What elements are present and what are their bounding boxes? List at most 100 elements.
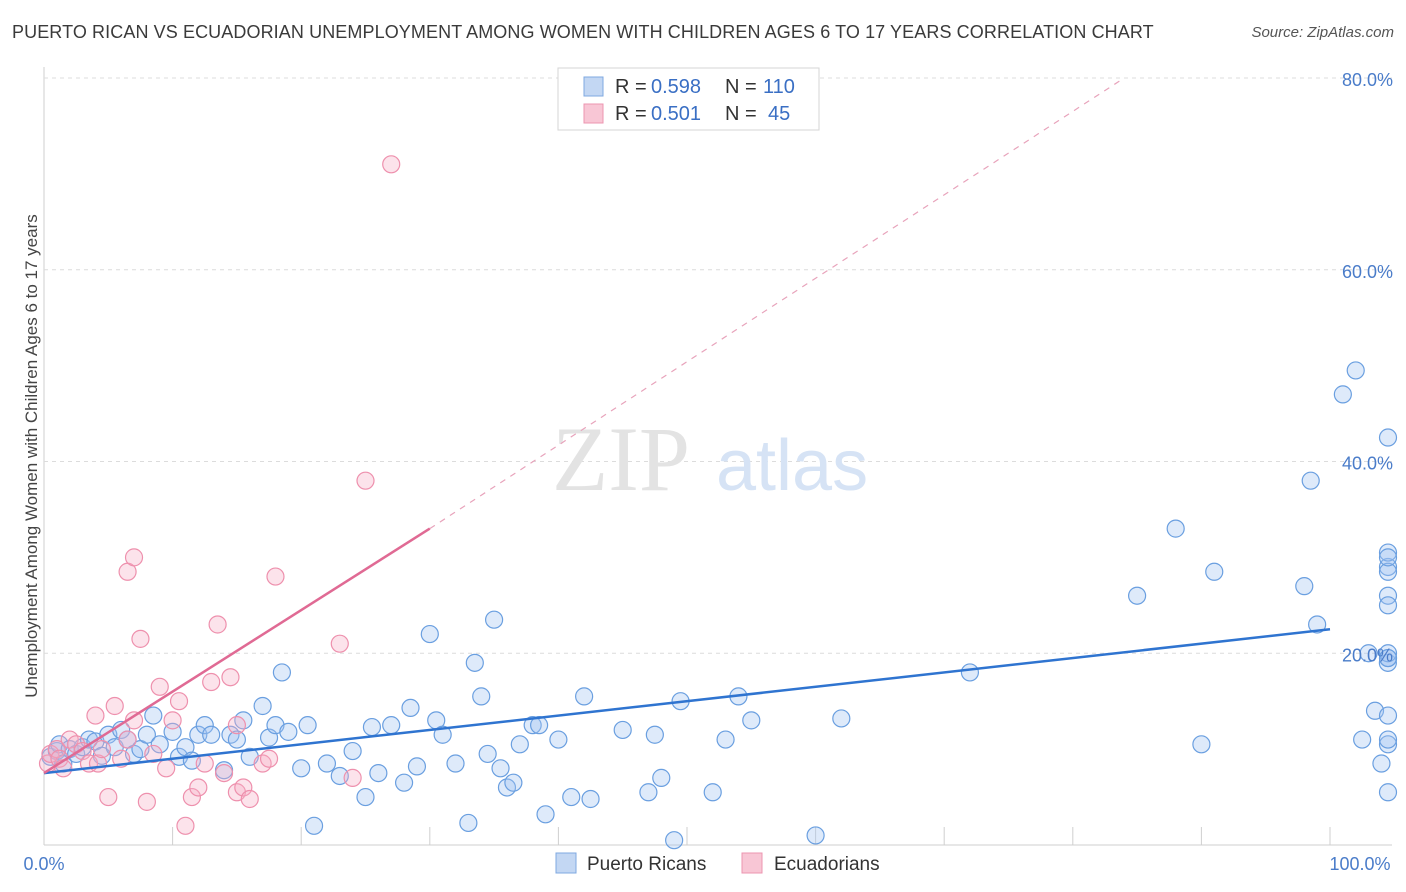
puerto-rican-point-41 [343,741,362,761]
puerto-rican-point-78 [742,711,761,730]
puerto-rican-point-28 [227,730,246,749]
ecuadorian-point-26 [189,778,208,797]
ecuadorian-point-43 [124,548,144,567]
ecuadorian-point-21 [157,759,176,778]
legend-r-label-1: R = [615,76,647,98]
ecuadorian-point-25 [182,787,201,807]
puerto-rican-point-55 [472,687,491,706]
puerto-rican-point-46 [394,773,414,792]
ecuadorian-point-44 [227,716,246,735]
puerto-rican-point-34 [272,663,292,682]
puerto-rican-point-52 [446,754,465,773]
puerto-rican-point-88 [1308,615,1327,634]
puerto-rican-point-25 [202,725,221,744]
legend-n-label-2: N = [725,103,757,125]
ecuadorian-point-18 [137,792,156,811]
puerto-rican-point-53 [459,813,478,833]
puerto-rican-point-105 [1378,562,1398,581]
puerto-rican-point-81 [960,663,980,682]
legend-r-value-2: 0.501 [651,103,701,125]
puerto-rican-point-51 [433,725,452,744]
y-tick-label-40: 40.0% [1342,454,1393,474]
puerto-rican-point-102 [1378,543,1398,562]
puerto-rican-point-79 [806,826,825,845]
trend-line-ecuadorians [43,527,431,775]
ecuadorian-point-12 [99,787,118,807]
puerto-rican-point-18 [150,735,169,754]
legend-n-value-1: 110 [763,76,795,98]
puerto-rican-point-103 [1378,586,1398,605]
puerto-rican-point-87 [1301,471,1320,490]
source-attribution: Source: ZipAtlas.com [1251,24,1394,41]
puerto-rican-point-82 [1127,586,1147,605]
x-axis-ticks [43,827,1331,845]
ecuadorian-point-34 [240,789,259,809]
puerto-rican-point-36 [292,759,311,778]
puerto-rican-point-99 [1378,730,1398,749]
y-tick-labels: 20.0% 40.0% 60.0% 80.0% [1342,70,1393,665]
grid-lines [44,77,1392,654]
puerto-rican-point-84 [1192,735,1211,754]
puerto-rican-point-106 [1378,644,1398,663]
ecuadorian-point-17 [131,629,150,648]
puerto-rican-point-65 [549,730,568,749]
puerto-rican-point-37 [298,716,317,735]
puerto-rican-point-73 [665,831,684,850]
ecuadorian-point-13 [105,696,124,716]
puerto-rican-point-35 [279,722,298,741]
puerto-rican-point-95 [1378,653,1397,672]
ecuadorian-point-20 [150,677,169,696]
puerto-rican-point-23 [189,725,208,744]
ecuadorian-point-31 [221,668,240,687]
puerto-rican-point-89 [1333,385,1352,404]
puerto-rican-point-75 [703,783,722,802]
bottom-legend-label-ecuadorians: Ecuadorians [774,854,880,875]
ecuadorian-point-41 [382,155,401,174]
ecuadorian-point-33 [234,778,253,797]
ecuadorian-point-23 [169,692,189,711]
watermark-zip: ZIP [552,408,690,510]
ecuadorian-point-40 [356,471,375,490]
puerto-rican-point-47 [401,698,420,717]
y-axis-label: Unemployment Among Women with Children A… [22,214,41,698]
puerto-rican-point-31 [253,696,272,716]
ecuadorian-point-28 [202,672,221,692]
puerto-rican-point-62 [523,716,542,735]
legend-swatch-ecuadorians [583,103,604,124]
puerto-rican-point-66 [562,787,581,807]
puerto-rican-point-44 [369,763,388,783]
puerto-rican-point-98 [1378,706,1398,725]
trend-line-puerto-ricans [43,628,1331,775]
puerto-rican-point-68 [581,789,600,809]
ecuadorian-point-37 [266,567,285,586]
y-tick-label-20: 20.0% [1342,645,1393,665]
puerto-rican-point-43 [362,717,382,737]
ecuadorian-point-39 [343,768,362,787]
puerto-rican-point-60 [504,773,523,792]
puerto-rican-point-71 [645,725,664,744]
ecuadorian-point-27 [195,754,214,773]
legend-r-label-2: R = [615,103,647,125]
y-tick-label-80: 80.0% [1342,70,1393,90]
puerto-rican-point-45 [382,716,401,735]
ecuadorian-point-22 [163,711,182,730]
puerto-rican-point-107 [1378,548,1398,567]
puerto-rican-point-76 [716,730,735,749]
puerto-rican-point-56 [478,744,497,764]
correlation-legend: R = 0.598 N = 110 R = 0.501 N = 45 [557,67,820,131]
puerto-rican-point-57 [485,610,504,629]
puerto-rican-point-58 [491,759,510,778]
puerto-rican-point-69 [613,720,632,740]
ecuadorian-point-24 [176,816,195,835]
ecuadorian-point-11 [92,740,111,759]
puerto-rican-point-83 [1166,519,1185,538]
puerto-rican-point-16 [137,725,156,744]
series-legend: Puerto Ricans Ecuadorians [555,852,880,875]
puerto-rican-point-91 [1353,730,1372,749]
puerto-rican-point-92 [1359,644,1378,663]
puerto-rican-point-64 [536,805,555,824]
puerto-rican-point-94 [1372,754,1391,773]
ecuadorian-point-38 [330,634,349,653]
ecuadorian-point-15 [118,730,137,749]
